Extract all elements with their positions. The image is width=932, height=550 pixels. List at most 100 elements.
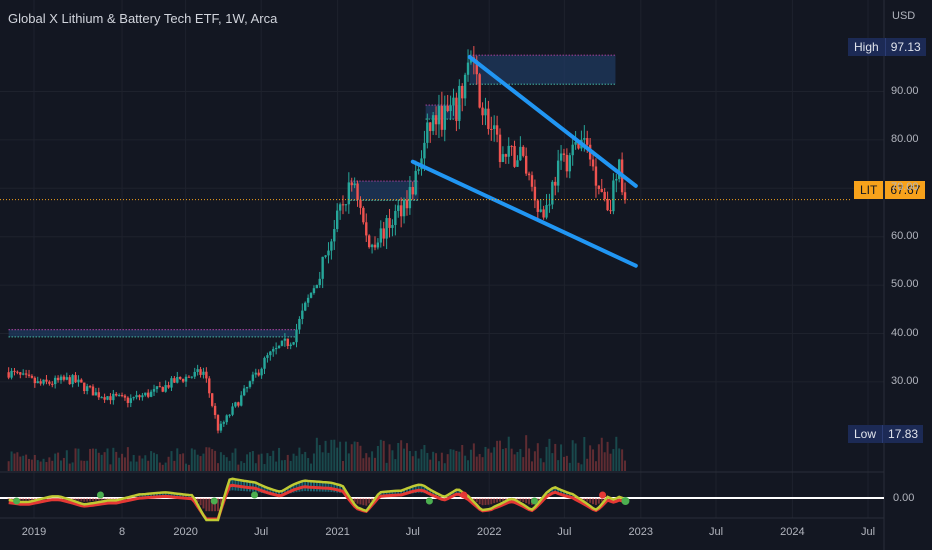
candle-body — [274, 348, 278, 350]
oscillator-histogram-bar — [216, 498, 219, 512]
volume-bar — [214, 450, 217, 471]
oscillator-histogram-bar — [565, 492, 568, 496]
volume-bar — [501, 449, 504, 471]
volume-bar — [507, 436, 510, 471]
candle-body — [33, 377, 37, 384]
volume-bar — [301, 454, 304, 471]
volume-bar — [68, 463, 71, 471]
candle-body — [289, 344, 292, 346]
oscillator-histogram-bar — [30, 498, 33, 500]
volume-bar — [530, 461, 533, 471]
volume-bar — [388, 444, 391, 471]
candle-body — [222, 422, 226, 424]
exchange: Arca — [244, 11, 277, 26]
volume-bar — [7, 461, 10, 471]
candle-body — [16, 371, 19, 373]
volume-bar — [121, 453, 124, 471]
volume-bar — [405, 443, 408, 471]
candle-body — [484, 108, 487, 116]
candle-body — [338, 204, 342, 211]
oscillator-histogram-bar — [548, 490, 551, 496]
volume-bar — [199, 456, 202, 471]
oscillator-histogram-bar — [583, 498, 586, 501]
oscillator-histogram-bar — [202, 498, 205, 509]
volume-bar — [615, 436, 618, 471]
time-axis-tick: 2020 — [173, 526, 198, 538]
candle-body — [359, 199, 362, 208]
candle-body — [301, 310, 304, 319]
time-axis-tick: Jul — [860, 526, 876, 538]
volume-bar — [158, 462, 161, 471]
oscillator-histogram-bar — [214, 498, 217, 512]
volume-bar — [597, 444, 600, 471]
volume-bar — [539, 458, 542, 471]
volume-bar — [397, 442, 400, 471]
oscillator-histogram-bar — [91, 498, 94, 502]
oscillator-histogram-bar — [115, 498, 118, 500]
volume-bar — [533, 451, 536, 471]
price-axis-tick: 90.00 — [891, 84, 919, 97]
volume-bar — [432, 451, 435, 471]
volume-bar — [62, 457, 65, 471]
oscillator-histogram-bar — [7, 498, 10, 500]
candle-body — [164, 385, 167, 392]
candle-body — [71, 375, 74, 385]
volume-bar — [318, 445, 321, 471]
oscillator-histogram-bar — [504, 498, 507, 500]
volume-bar — [516, 452, 519, 471]
volume-bar — [440, 452, 443, 471]
candle-body — [181, 378, 185, 382]
candle-body — [487, 108, 490, 129]
volume-bar — [624, 460, 627, 471]
volume-bar — [132, 454, 135, 471]
volume-bar — [310, 463, 313, 471]
volume-bar — [344, 441, 347, 471]
candle-body — [565, 154, 569, 172]
candle-body — [437, 105, 441, 125]
candle-body — [240, 395, 243, 406]
candle-body — [248, 381, 252, 387]
candle-body — [190, 376, 194, 378]
volume-bar — [315, 437, 318, 471]
candle-body — [583, 138, 586, 140]
volume-bar — [278, 447, 281, 471]
candle-body — [615, 178, 618, 181]
volume-bar — [135, 461, 138, 471]
candle-body — [507, 145, 510, 157]
candle-body — [266, 355, 269, 358]
candle-body — [152, 389, 156, 392]
candle-body — [94, 392, 98, 396]
candle-body — [83, 382, 86, 392]
candle-body — [295, 329, 298, 343]
candle-body — [158, 386, 162, 388]
candle-body — [554, 181, 557, 186]
volume-bar — [202, 453, 205, 471]
oscillator-cross-dot — [210, 497, 218, 505]
candle-body — [519, 146, 522, 161]
low-value: 17.83 — [882, 425, 924, 443]
volume-bar — [196, 454, 199, 471]
candle-body — [321, 256, 324, 279]
volume-bar — [80, 460, 83, 471]
volume-bar — [519, 449, 522, 471]
oscillator-histogram-bar — [100, 498, 103, 501]
oscillator-histogram-bar — [278, 491, 281, 496]
volume-bar — [347, 453, 350, 471]
volume-bar — [403, 448, 406, 471]
volume-bar — [118, 457, 121, 471]
oscillator-cross-dot — [251, 491, 259, 499]
volume-bar — [493, 447, 496, 471]
candle-body — [170, 378, 173, 388]
volume-bar — [243, 462, 246, 471]
trendline-layer[interactable] — [410, 54, 638, 268]
volume-bar — [499, 440, 502, 471]
candle-body — [298, 318, 301, 330]
volume-bar — [144, 455, 147, 471]
oscillator-histogram-bar — [522, 498, 525, 502]
volume-bar — [150, 451, 153, 471]
volume-bar — [173, 460, 176, 471]
supply-zone — [8, 329, 295, 337]
volume-bar — [170, 451, 173, 471]
volume-bar — [36, 460, 39, 471]
